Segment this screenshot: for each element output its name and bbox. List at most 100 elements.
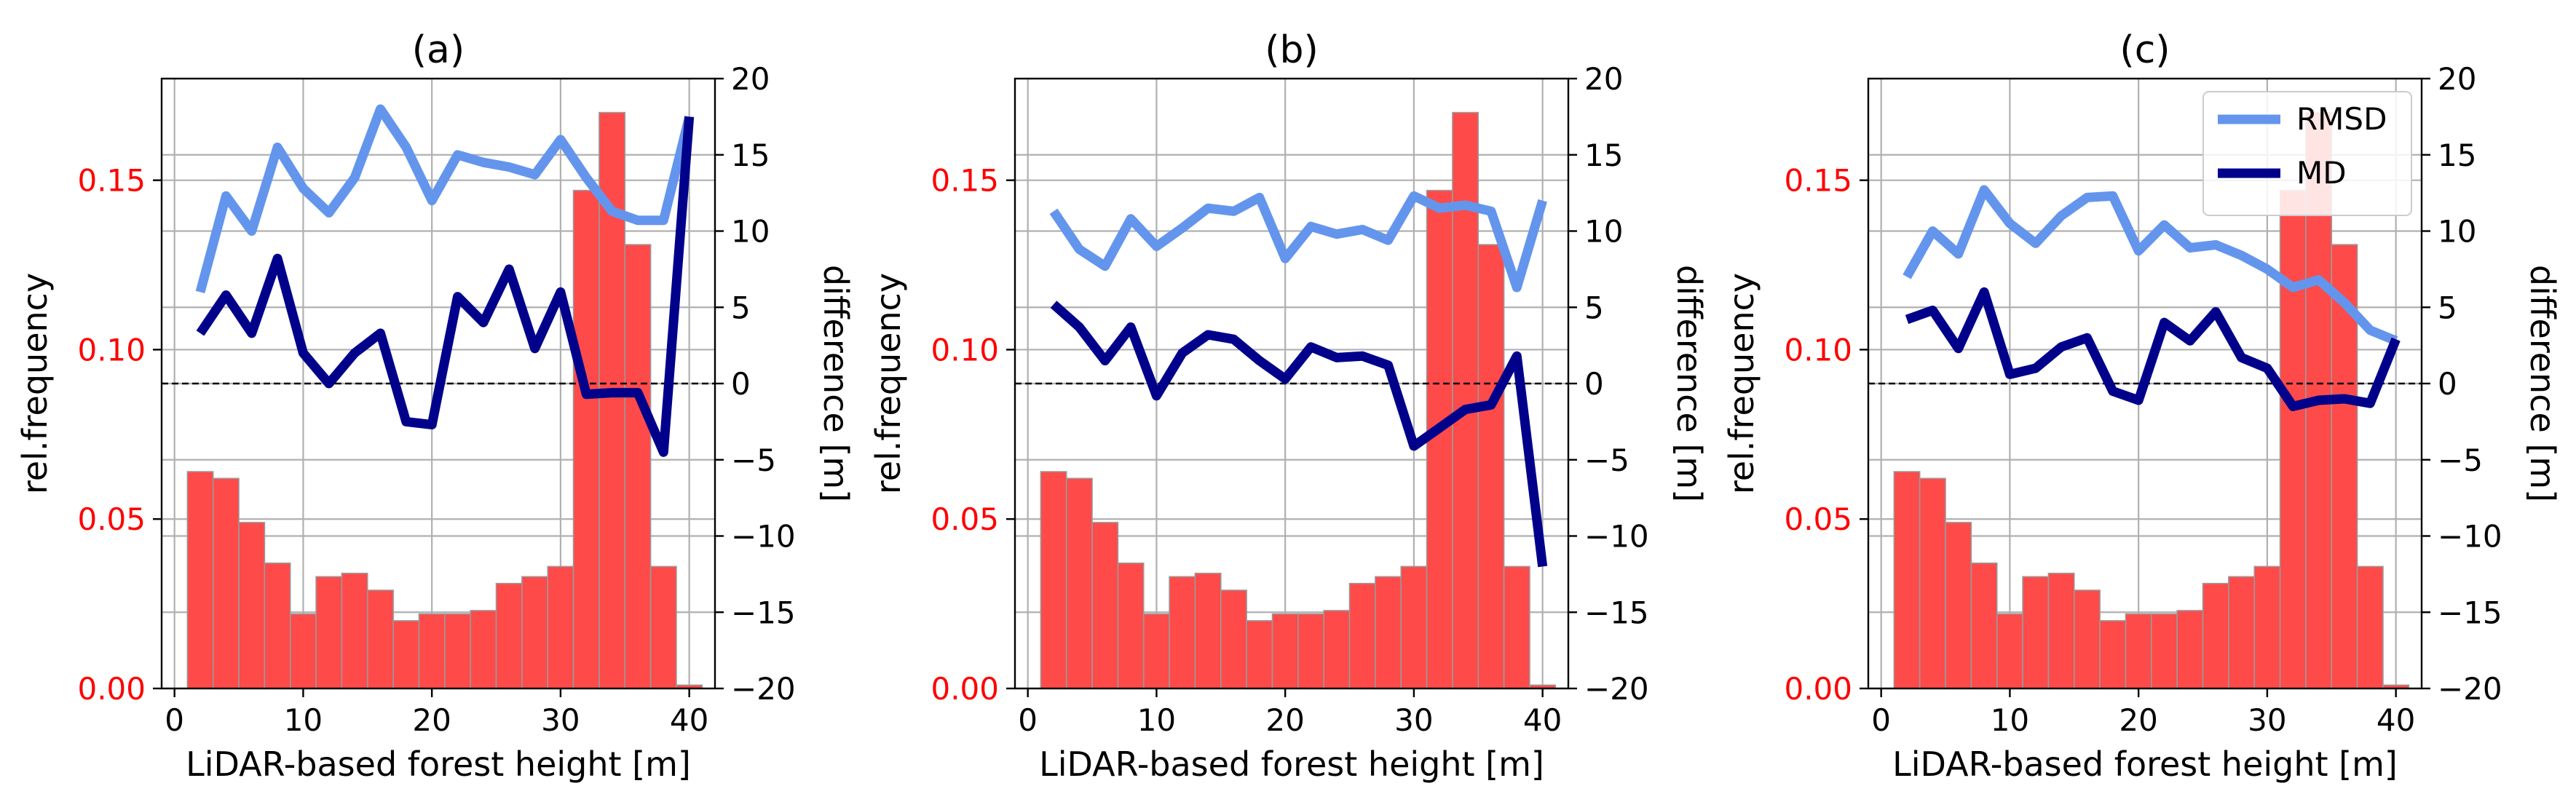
legend-label-md: MD <box>2296 155 2347 191</box>
y-tick-label-right: 10 <box>2438 214 2476 250</box>
histogram-bar <box>2176 610 2204 689</box>
histogram-bar <box>392 620 420 689</box>
y-tick-label-right: 0 <box>1584 366 1604 402</box>
x-tick-label: 30 <box>2248 702 2286 738</box>
histogram-bar <box>418 613 446 689</box>
y-tick-label-right: 20 <box>1584 61 1623 97</box>
x-tick-label: 40 <box>2377 702 2415 738</box>
histogram-bar <box>1040 471 1067 689</box>
y-axis-label-left: rel.frequency <box>15 273 55 494</box>
x-tick-label: 40 <box>1523 702 1562 738</box>
histogram-bar <box>1400 565 1428 689</box>
rmsd-line <box>195 104 695 293</box>
y-tick-label-right: −5 <box>731 442 776 478</box>
histogram-bar <box>1065 477 1093 689</box>
histogram-bar <box>444 613 471 689</box>
histogram-bar <box>1194 572 1222 689</box>
y-tick-label-right: −5 <box>2438 442 2483 478</box>
legend: RMSD MD <box>2202 91 2412 216</box>
y-axis-label-left: rel.frequency <box>869 273 908 494</box>
y-axis-label-right: difference [m] <box>2523 265 2562 502</box>
x-tick-label: 0 <box>1871 702 1891 738</box>
histogram-bar <box>1503 565 1530 689</box>
y-tick-label-right: −10 <box>2438 519 2502 555</box>
y-tick-label-right: 0 <box>731 366 751 402</box>
x-tick-label: 10 <box>284 702 323 738</box>
histogram-bar <box>1323 610 1351 689</box>
y-tick-label-right: 10 <box>731 214 770 250</box>
md-line <box>1905 287 2401 411</box>
rmsd-line <box>1903 185 2398 346</box>
panel-title: (c) <box>2119 28 2170 72</box>
y-tick-label-right: −20 <box>731 671 796 707</box>
histogram-bar <box>495 582 523 689</box>
y-tick-label-right: 5 <box>1584 290 1604 325</box>
md-line <box>1050 301 1548 568</box>
panel-title: (a) <box>412 28 465 72</box>
histogram-bar <box>2279 189 2307 689</box>
y-tick-label-right: 15 <box>731 138 770 173</box>
histogram-bar <box>212 477 240 689</box>
y-axis-label-left: rel.frequency <box>1722 273 1761 494</box>
y-tick-label-left: 0.15 <box>1784 163 1852 199</box>
y-tick-label-right: −15 <box>2438 595 2502 630</box>
y-tick-label-right: −5 <box>1584 442 1629 478</box>
x-tick-label: 30 <box>1394 702 1433 738</box>
histogram-bar <box>2099 620 2127 689</box>
y-tick-label-right: 5 <box>2438 290 2457 325</box>
x-tick-label: 40 <box>670 702 708 738</box>
histogram-bar <box>186 471 214 689</box>
y-tick-label-right: 5 <box>731 290 751 325</box>
histogram-bar <box>366 589 394 689</box>
y-tick-label-right: 0 <box>2438 366 2457 402</box>
x-tick-label: 0 <box>165 702 184 738</box>
histogram-bar <box>2228 576 2256 689</box>
histogram-bar <box>1142 613 1170 689</box>
histogram-bar <box>1246 620 1273 689</box>
histogram-bar <box>264 562 291 689</box>
y-tick-label-right: −15 <box>731 595 796 630</box>
x-tick-label: 10 <box>1137 702 1176 738</box>
y-tick-label-left: 0.00 <box>1784 671 1852 707</box>
legend-label-rmsd: RMSD <box>2296 101 2387 137</box>
histogram-bar <box>2356 565 2384 689</box>
y-tick-label-right: −10 <box>1584 519 1649 555</box>
y-tick-label-right: 10 <box>1584 214 1623 250</box>
histogram-bar <box>289 613 317 689</box>
y-tick-label-left: 0.00 <box>931 671 999 707</box>
y-tick-label-left: 0.10 <box>77 332 146 368</box>
y-tick-label-left: 0.15 <box>77 163 146 199</box>
histogram-bar <box>547 565 574 689</box>
x-tick-label: 20 <box>412 702 451 738</box>
y-axis-label-right: difference [m] <box>816 265 856 502</box>
histogram-bar <box>1893 471 1921 689</box>
histogram-bar <box>238 522 266 689</box>
histogram-bar <box>649 565 677 689</box>
y-tick-label-left: 0.10 <box>931 332 999 368</box>
histogram-bar <box>1919 477 1946 689</box>
histogram-bar <box>2151 613 2178 689</box>
x-axis-label: LiDAR-based forest height [m] <box>1892 745 2398 784</box>
md-line <box>196 116 695 457</box>
x-tick-label: 20 <box>1265 702 1304 738</box>
y-tick-label-left: 0.15 <box>931 163 999 199</box>
histogram-bar <box>572 189 600 689</box>
histogram-bar <box>2125 613 2152 689</box>
histogram-bar <box>1297 613 1324 689</box>
histogram-bar <box>2022 576 2050 689</box>
panel-title: (b) <box>1265 28 1319 72</box>
x-tick-label: 20 <box>2119 702 2157 738</box>
panel-2: 0 10 20 30 40 0.00 0.05 0.10 0.15 20 15 10 5 0 −5 −10 −1… <box>869 28 1709 784</box>
histogram-bar <box>1348 582 1376 689</box>
y-tick-label-left: 0.00 <box>77 671 146 707</box>
panel-3: 0 10 20 30 40 0.00 0.05 0.10 0.15 20 15 10 5 0 −5 −10 −1… <box>1722 28 2562 784</box>
x-tick-label: 30 <box>541 702 580 738</box>
histogram-bar <box>624 244 652 689</box>
histogram-bar <box>1271 613 1299 689</box>
histogram-bar <box>1117 562 1145 689</box>
y-tick-label-right: 20 <box>2438 61 2476 97</box>
x-tick-label: 10 <box>1991 702 2029 738</box>
histogram-bar <box>2047 572 2075 689</box>
x-axis-label: LiDAR-based forest height [m] <box>1039 745 1544 784</box>
